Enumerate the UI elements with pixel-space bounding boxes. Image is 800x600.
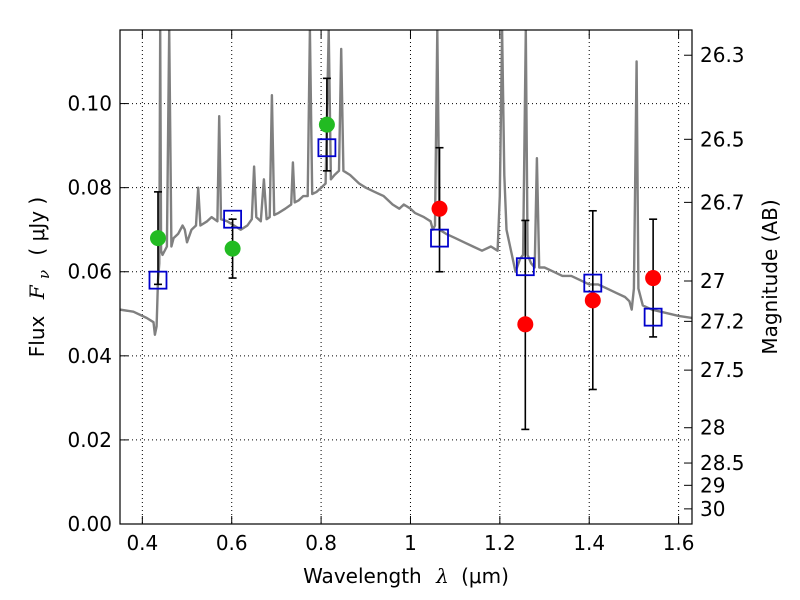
green-data-point bbox=[318, 116, 335, 133]
y-tick-label: 0.06 bbox=[67, 260, 112, 284]
x-axis-label-symbol: λ bbox=[435, 564, 449, 588]
x-tick-label: 1 bbox=[404, 531, 417, 555]
model-spectrum-layer bbox=[120, 30, 692, 336]
markers-layer bbox=[148, 116, 663, 333]
x-tick-label: 0.6 bbox=[216, 531, 248, 555]
y2-tick-label: 30 bbox=[700, 497, 725, 521]
y-axis-label-subscript: ν bbox=[35, 270, 53, 279]
x-axis-label: Wavelength λ (μm) bbox=[303, 564, 509, 588]
model-flux-square bbox=[515, 257, 535, 277]
x-axis-label-text: Wavelength bbox=[303, 564, 422, 588]
y-tick-label: 0.02 bbox=[67, 428, 112, 452]
y2-tick-label: 29 bbox=[700, 473, 725, 497]
y-axis-label-symbol: F bbox=[25, 284, 49, 300]
plot-frame bbox=[119, 29, 693, 525]
y2-tick-label: 26.7 bbox=[700, 190, 745, 214]
y2-tick-label: 27.5 bbox=[700, 358, 745, 382]
x-axis-label-unit: (μm) bbox=[461, 564, 509, 588]
red-data-point bbox=[645, 270, 662, 287]
green-data-point bbox=[149, 230, 166, 247]
model-flux-square bbox=[148, 270, 168, 290]
y2-tick-label: 27 bbox=[700, 269, 725, 293]
red-data-point bbox=[584, 292, 601, 309]
green-data-point bbox=[224, 240, 241, 257]
y-tick-label: 0.08 bbox=[67, 176, 112, 200]
y-axis-label-unit: ( μJy ) bbox=[25, 197, 49, 256]
y2-tick-label: 27.2 bbox=[700, 309, 745, 333]
red-data-point bbox=[517, 316, 534, 333]
red-data-point bbox=[431, 200, 448, 217]
y-tick-label: 0.00 bbox=[67, 512, 112, 536]
grid bbox=[120, 30, 692, 525]
model-flux-square bbox=[643, 307, 663, 327]
x-tick-label: 1.6 bbox=[663, 531, 695, 555]
y-axis-label: Flux F ν ( μJy ) bbox=[25, 197, 54, 357]
x-tick-label: 1.2 bbox=[484, 531, 516, 555]
y-axis-label-text: Flux bbox=[25, 315, 49, 357]
model-flux-square bbox=[583, 273, 603, 293]
model-flux-square bbox=[430, 228, 449, 248]
model-flux-square bbox=[223, 209, 243, 229]
y2-tick-label: 26.3 bbox=[700, 43, 745, 67]
y2-tick-label: 26.5 bbox=[700, 127, 745, 151]
y2-axis-label: Magnitude (AB) bbox=[758, 199, 782, 354]
model-spectrum-line bbox=[120, 30, 692, 336]
y-tick-label: 0.10 bbox=[67, 92, 112, 116]
y-tick-label: 0.04 bbox=[67, 344, 112, 368]
y2-tick-label: 28 bbox=[700, 416, 725, 440]
x-tick-label: 1.4 bbox=[573, 531, 605, 555]
x-tick-label: 0.8 bbox=[305, 531, 337, 555]
ticks-layer: 0.4 0.6 0.8 1 1.2 1.4 1.6 0.00 0.02 0.04 0.06 0.08 0… bbox=[67, 30, 745, 555]
y2-tick-label: 28.5 bbox=[700, 451, 745, 475]
model-flux-square bbox=[317, 138, 337, 158]
x-tick-label: 0.4 bbox=[126, 531, 158, 555]
